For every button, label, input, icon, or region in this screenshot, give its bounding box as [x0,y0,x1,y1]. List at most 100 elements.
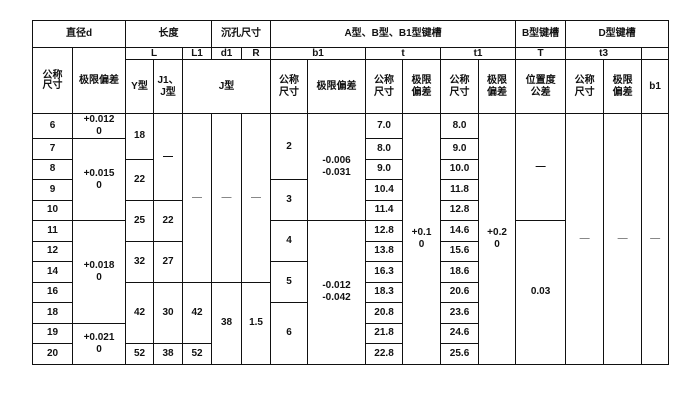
cell-t1-nominal: 9.0 [440,138,480,160]
cell-t-nominal: 20.8 [365,302,404,324]
cell-position-tolerance: — [515,113,567,221]
cell-L1: 42 [182,281,213,344]
cell-d-tolerance: +0.021 0 [71,322,127,365]
coupling-dimension-table: 直径d 长度 沉孔尺寸 A型、B型、B1型键槽 B型键槽 D型键槽 公称 尺寸 … [31,20,670,365]
cell-b1-nominal: 3 [270,179,309,221]
header-t3-tolerance: 极限 偏差 [603,59,643,114]
cell-j1-j-type: 30 [153,281,184,344]
cell-d-nominal: 8 [32,158,73,180]
header-t-tolerance: 极限 偏差 [402,59,442,114]
cell-t-nominal: 16.3 [365,261,404,283]
header-L1: L1 [182,47,213,60]
cell-b1-tolerance: -0.012 -0.042 [307,220,367,365]
header-y-type: Y型 [125,59,155,114]
cell-t1-nominal: 14.6 [440,220,480,242]
table-row: 10 25 22 11.4 12.8 [32,199,669,242]
cell-t-nominal: 12.8 [365,220,404,242]
header-keyway-b: B型键槽 [515,20,567,48]
cell-b1: — [641,113,670,365]
header-t3-nominal: 公称 尺寸 [565,59,605,114]
cell-d1: — [211,113,243,283]
cell-L1: — [182,113,213,283]
cell-t-nominal: 18.3 [365,281,404,303]
header-position-tolerance: 位置度 公差 [515,59,567,114]
cell-b1-tolerance: -0.006 -0.031 [307,113,367,221]
cell-j1-j-type: 22 [153,199,184,242]
header-t1: t1 [440,47,517,60]
cell-R: 1.5 [241,281,272,365]
header-t3: t3 [565,47,643,60]
cell-d-tolerance: +0.015 0 [71,138,127,221]
header-d-nominal: 公称 尺寸 [32,47,73,114]
cell-t-nominal: 11.4 [365,199,404,221]
cell-t1-nominal: 23.6 [440,302,480,324]
header-keyway-d: D型键槽 [565,20,670,48]
cell-y-type: 42 [125,281,155,344]
header-row-2: 公称 尺寸 极限偏差 L L1 d1 R b1 t t1 T t3 [32,47,670,114]
cell-d-nominal: 11 [32,220,73,242]
cell-t3-tolerance: — [603,113,643,365]
cell-j1-j-type: — [153,113,184,201]
cell-d-nominal: 18 [32,302,73,324]
cell-b1-nominal: 6 [270,302,309,365]
cell-t-nominal: 21.8 [365,322,404,344]
header-d1: d1 [211,47,243,60]
table-row: 8 22 9.0 10.0 [32,158,669,201]
cell-d-nominal: 14 [32,261,73,283]
cell-b1-nominal: 5 [270,261,309,303]
header-j1-j-type: J1、J型 [153,59,184,114]
header-b1: b1 [270,47,367,60]
header-d-tolerance: 极限偏差 [71,47,127,114]
header-b1-tolerance: 极限偏差 [307,59,367,114]
header-counterbore: 沉孔尺寸 [211,20,272,48]
cell-d-tolerance: +0.012 0 [71,113,127,139]
cell-t-nominal: 13.8 [365,240,404,262]
cell-d-nominal: 9 [32,179,73,201]
cell-R: — [241,113,272,283]
cell-t-nominal: 8.0 [365,138,404,160]
cell-d-nominal: 6 [32,113,73,139]
cell-t1-nominal: 10.0 [440,158,480,180]
cell-t-nominal: 7.0 [365,113,404,139]
cell-d1: 38 [211,281,243,365]
cell-t1-nominal: 20.6 [440,281,480,303]
cell-t1-nominal: 24.6 [440,322,480,344]
cell-d-nominal: 7 [32,138,73,160]
header-t-nominal: 公称 尺寸 [365,59,404,114]
cell-t1-nominal: 18.6 [440,261,480,283]
cell-t1-nominal: 15.6 [440,240,480,262]
cell-y-type: 25 [125,199,155,242]
cell-t-nominal: 10.4 [365,179,404,201]
cell-d-nominal: 16 [32,281,73,303]
header-t: t [365,47,442,60]
table-row: 6 +0.012 0 18— — — —2 -0.006 -0.031 7.0 +0.1 0 8.… [32,113,670,365]
table-row: 14 5 16.3 18.6 [32,261,669,303]
cell-t3-nominal: — [565,113,605,365]
cell-t-nominal: 9.0 [365,158,404,180]
cell-y-type: 52 [125,343,155,365]
header-blank [641,47,670,60]
cell-t-tolerance: +0.1 0 [402,113,442,365]
cell-t1-nominal: 11.8 [440,179,480,201]
cell-d-nominal: 20 [32,343,73,365]
cell-b1-nominal: 4 [270,220,309,262]
cell-y-type: 32 [125,240,155,283]
cell-d-nominal: 19 [32,322,73,344]
cell-L1: 52 [182,343,213,365]
header-b1-d: b1 [641,59,670,114]
cell-j1-j-type: 27 [153,240,184,283]
cell-j1-j-type: 38 [153,343,184,365]
header-L: L [125,47,184,60]
header-row-1: 直径d 长度 沉孔尺寸 A型、B型、B1型键槽 B型键槽 D型键槽 [31,20,670,48]
cell-b1-nominal: 2 [270,113,309,180]
cell-t1-nominal: 12.8 [440,199,480,221]
header-t1-nominal: 公称 尺寸 [440,59,480,114]
cell-position-tolerance: 0.03 [515,220,567,365]
table-row: 11 +0.018 0 4 -0.012 -0.042 12.8 14.6 0.03 [32,220,669,365]
table-row: 12 32 27 13.8 15.6 [32,240,669,283]
header-length: 长度 [125,20,213,48]
cell-y-type: 18 [125,113,155,160]
header-b1-nominal: 公称 尺寸 [270,59,309,114]
header-diameter: 直径d [31,20,127,48]
cell-d-nominal: 10 [32,199,73,221]
